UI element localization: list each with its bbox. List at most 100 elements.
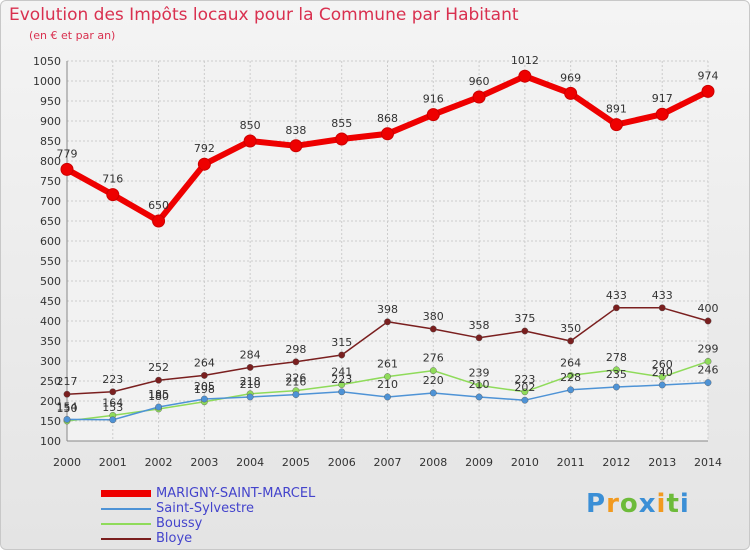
data-point — [704, 317, 712, 325]
x-tick-label: 2007 — [374, 456, 402, 469]
data-label: 350 — [560, 322, 581, 335]
data-label: 264 — [560, 356, 581, 369]
data-point — [658, 373, 666, 381]
x-tick-label: 2008 — [419, 456, 447, 469]
y-tick-label: 750 — [40, 175, 61, 188]
data-label: 217 — [57, 375, 78, 388]
data-label: 264 — [194, 356, 215, 369]
data-point — [155, 403, 162, 411]
logo-letter: t — [666, 489, 680, 519]
data-point — [658, 304, 666, 312]
y-tick-label: 900 — [40, 115, 61, 128]
x-tick-label: 2004 — [236, 456, 264, 469]
logo-letter: i — [656, 489, 667, 519]
data-point — [564, 86, 578, 100]
data-label: 1012 — [511, 54, 539, 67]
y-tick-label: 600 — [40, 235, 61, 248]
data-label: 969 — [560, 71, 581, 84]
x-tick-label: 2009 — [465, 456, 493, 469]
data-point — [338, 351, 346, 359]
y-tick-label: 800 — [40, 155, 61, 168]
x-tick-label: 2000 — [53, 456, 81, 469]
y-tick-label: 450 — [40, 295, 61, 308]
data-point — [63, 415, 71, 423]
legend-swatch — [101, 523, 151, 525]
data-label: 252 — [148, 361, 169, 374]
data-label: 299 — [698, 342, 719, 355]
data-point — [475, 381, 483, 389]
data-point — [197, 157, 211, 171]
y-tick-label: 850 — [40, 135, 61, 148]
data-label: 240 — [652, 366, 673, 379]
data-label: 298 — [285, 343, 306, 356]
data-point — [655, 107, 669, 121]
data-point — [567, 371, 575, 379]
y-tick-label: 550 — [40, 255, 61, 268]
data-point — [60, 162, 74, 176]
legend-label: MARIGNY-SAINT-MARCEL — [156, 486, 316, 501]
data-point — [518, 69, 532, 83]
data-label: 226 — [285, 372, 306, 385]
legend-swatch — [101, 508, 151, 510]
data-point — [338, 388, 346, 396]
data-label: 380 — [423, 310, 444, 323]
y-tick-label: 300 — [40, 355, 61, 368]
data-label: 838 — [285, 124, 306, 137]
data-label: 210 — [377, 378, 398, 391]
data-label: 398 — [377, 303, 398, 316]
legend-label: Bloye — [156, 531, 193, 546]
data-label: 154 — [57, 400, 78, 413]
data-point — [429, 325, 437, 333]
data-point — [292, 358, 300, 366]
data-point — [63, 390, 71, 398]
data-label: 216 — [285, 376, 306, 389]
data-label: 375 — [514, 312, 535, 325]
data-point — [704, 379, 712, 386]
data-point — [246, 393, 254, 401]
data-label: 223 — [102, 373, 123, 386]
data-label: 868 — [377, 112, 398, 125]
x-tick-label: 2003 — [190, 456, 218, 469]
data-label: 218 — [240, 375, 261, 388]
data-point — [292, 391, 300, 398]
y-tick-label: 250 — [40, 375, 61, 388]
y-tick-label: 1050 — [33, 55, 61, 68]
data-label: 284 — [240, 348, 261, 361]
x-tick-label: 2011 — [557, 456, 585, 469]
data-label: 228 — [560, 371, 581, 384]
data-label: 358 — [469, 319, 490, 332]
data-label: 891 — [606, 103, 627, 116]
data-label: 261 — [377, 358, 398, 371]
data-point — [475, 334, 483, 342]
legend-swatch — [101, 538, 151, 540]
y-tick-label: 200 — [40, 395, 61, 408]
data-point — [200, 371, 208, 379]
data-label: 433 — [652, 289, 673, 302]
data-point — [521, 396, 529, 404]
y-tick-label: 150 — [40, 415, 61, 428]
data-point — [384, 393, 391, 401]
x-tick-label: 2014 — [694, 456, 722, 469]
data-label: 278 — [606, 351, 627, 364]
y-tick-label: 700 — [40, 195, 61, 208]
data-label: 235 — [606, 368, 627, 381]
data-point — [613, 304, 620, 312]
data-point — [429, 389, 437, 397]
x-tick-label: 2006 — [328, 456, 356, 469]
data-label: 164 — [102, 396, 123, 409]
logo-letter: i — [679, 489, 690, 519]
logo-letter: P — [586, 489, 607, 519]
data-label: 650 — [148, 199, 169, 212]
x-tick-label: 2002 — [145, 456, 173, 469]
y-tick-label: 950 — [40, 95, 61, 108]
data-point — [109, 416, 117, 424]
data-point — [472, 90, 486, 104]
logo-letter: o — [619, 489, 639, 519]
data-label: 198 — [194, 383, 215, 396]
data-point — [384, 373, 391, 380]
data-labels: 217 223 252 264 284 298 315 398 380 358 375 350 433 4… — [57, 54, 719, 415]
data-label: 246 — [698, 364, 719, 377]
series-lines — [60, 69, 715, 425]
